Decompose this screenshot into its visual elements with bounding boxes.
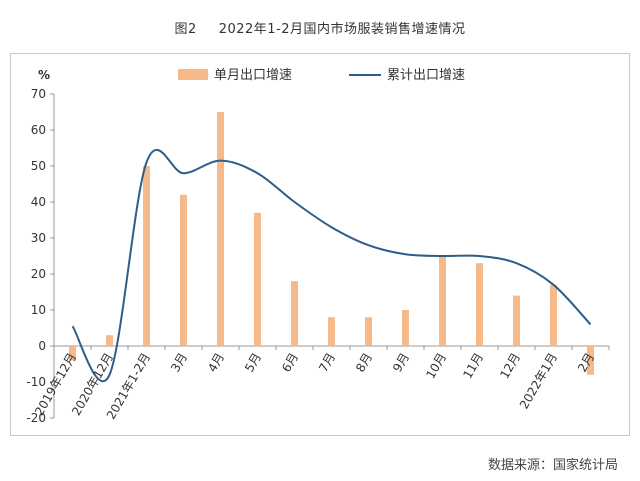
figure-title-text: 2022年1-2月国内市场服装销售增速情况 bbox=[218, 22, 466, 37]
x-tick-label: 10月 bbox=[423, 351, 449, 382]
y-tick-label: 60 bbox=[31, 123, 46, 137]
bar bbox=[254, 212, 261, 346]
x-tick-label: 11月 bbox=[460, 351, 486, 382]
x-tick-label: 3月 bbox=[168, 351, 190, 375]
figure-title: 图2 2022年1-2月国内市场服装销售增速情况 bbox=[0, 18, 640, 37]
y-tick-label: 20 bbox=[31, 267, 46, 281]
bar bbox=[587, 346, 594, 375]
y-tick-label: 40 bbox=[31, 195, 46, 209]
x-tick-label: 2022年1月 bbox=[517, 351, 560, 412]
x-tick-label: 4月 bbox=[205, 351, 227, 375]
figure-number: 图2 bbox=[174, 22, 197, 37]
legend-swatch-monthly bbox=[178, 69, 208, 80]
y-tick-label: -10 bbox=[26, 375, 46, 389]
bar bbox=[291, 281, 298, 346]
x-tick-label: 8月 bbox=[353, 351, 375, 375]
chart: -20-10010203040506070%2019年12月2020年12月20… bbox=[26, 68, 610, 425]
bar bbox=[476, 263, 483, 346]
y-tick-label: 50 bbox=[31, 159, 46, 173]
source-note: 数据来源：国家统计局 bbox=[487, 458, 618, 473]
bar bbox=[439, 256, 446, 346]
x-tick-label: 7月 bbox=[316, 351, 338, 375]
y-tick-label: 70 bbox=[31, 87, 46, 101]
bar bbox=[106, 335, 113, 346]
series-line-cumulative bbox=[71, 148, 592, 383]
x-tick-label: 12月 bbox=[497, 351, 523, 382]
bar bbox=[180, 194, 187, 346]
y-tick-label: 0 bbox=[38, 339, 46, 353]
y-tick-label: 30 bbox=[31, 231, 46, 245]
x-tick-label: 5月 bbox=[242, 351, 264, 375]
x-tick-label: 9月 bbox=[390, 351, 412, 375]
bar bbox=[402, 310, 409, 346]
bar bbox=[328, 317, 335, 346]
bar bbox=[550, 284, 557, 346]
legend-label-cumulative: 累计出口增速 bbox=[387, 68, 465, 83]
legend-label-monthly: 单月出口增速 bbox=[214, 68, 292, 83]
y-tick-label: 10 bbox=[31, 303, 46, 317]
x-tick-label: 6月 bbox=[279, 351, 301, 375]
bar bbox=[513, 295, 520, 346]
bar bbox=[69, 346, 76, 361]
bar bbox=[143, 166, 150, 346]
chart-frame: -20 -10 0 10 20 30 40 50 60 70% 2019年12月 2020年12月 20… bbox=[10, 53, 630, 436]
y-unit-label: % bbox=[38, 68, 50, 82]
bar bbox=[217, 112, 224, 346]
y-tick-label: -20 bbox=[26, 411, 46, 425]
bar bbox=[365, 317, 372, 346]
